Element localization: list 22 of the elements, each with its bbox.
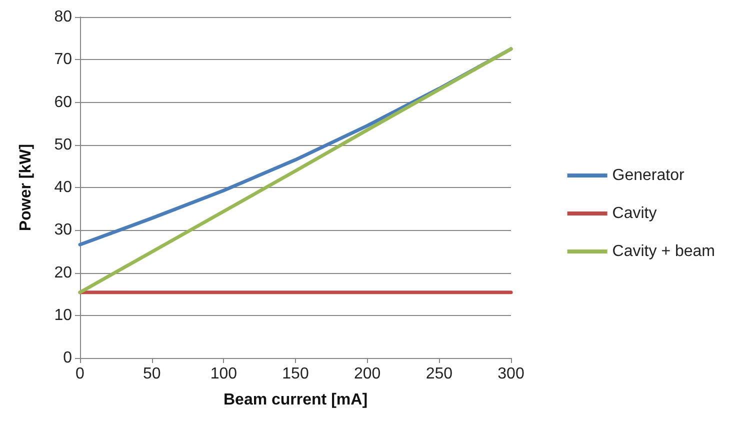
legend-label: Cavity	[612, 205, 657, 222]
y-tick-label: 30	[54, 222, 72, 239]
x-tick-label: 50	[142, 366, 161, 382]
y-tick-label: 60	[54, 94, 72, 111]
legend-label: Generator	[612, 167, 685, 184]
y-tick-label: 0	[63, 350, 72, 366]
y-tick-label: 80	[54, 8, 72, 26]
x-tick-label: 300	[498, 366, 524, 382]
y-tick-label: 40	[54, 179, 72, 196]
line-series	[78, 47, 513, 294]
x-tick-label: 0	[76, 366, 85, 382]
x-tick-label: 250	[426, 366, 453, 382]
x-axis-title: Beam current [mA]	[223, 392, 368, 408]
y-tick-label: 10	[54, 306, 72, 324]
y-tick-label: 70	[54, 51, 72, 68]
x-tick-label: 200	[354, 366, 381, 382]
y-tick-label: 20	[54, 264, 72, 282]
x-tick-label: 150	[282, 366, 309, 382]
x-tick-label: 100	[210, 366, 238, 382]
y-axis-title: Power [kW]	[18, 144, 34, 232]
y-tick-label: 50	[54, 136, 72, 154]
legend-label: Cavity + beam	[612, 243, 716, 260]
